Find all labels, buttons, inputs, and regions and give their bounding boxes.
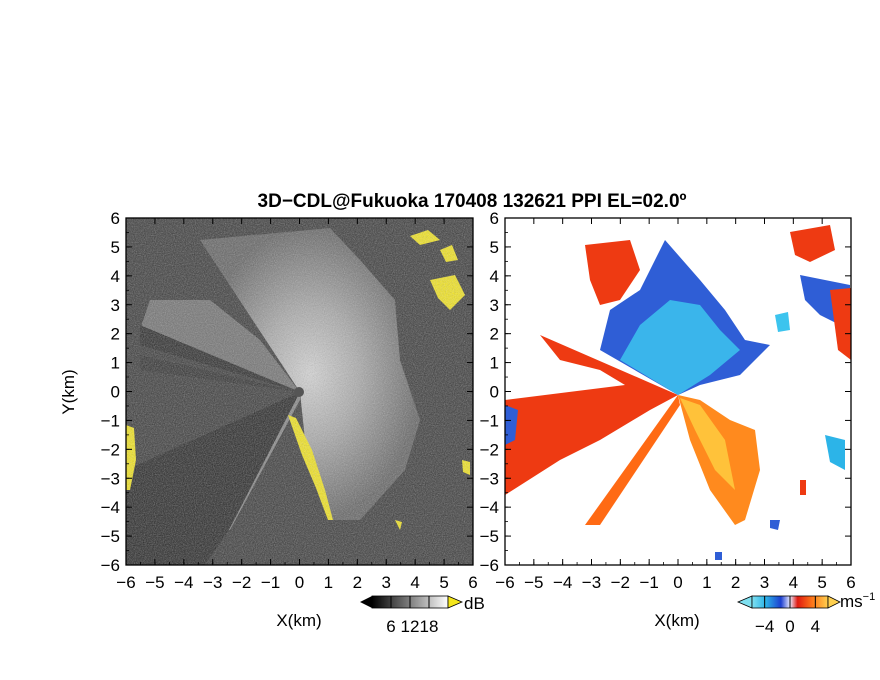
snr-panel <box>126 218 473 565</box>
velocity-xtick-label: −2 <box>611 573 630 592</box>
snr-ytick-label: 1 <box>111 354 120 373</box>
velocity-xtick-label: −6 <box>495 573 514 592</box>
velocity-ytick-label: 6 <box>490 209 499 228</box>
velocity-ytick-label: 3 <box>490 296 499 315</box>
snr-xtick-label: −4 <box>174 573 193 592</box>
snr-colorbar-right-arrow <box>447 595 464 609</box>
snr-cb-tick-label: 12 <box>401 617 420 636</box>
snr-xtick-label: −1 <box>261 573 280 592</box>
velocity-colorbar-ticks: −4 0 4 <box>755 596 820 636</box>
snr-colorbar-left-arrow <box>360 596 372 608</box>
snr-xtick-label: 0 <box>295 573 304 592</box>
velocity-ytick-label: 2 <box>490 325 499 344</box>
snr-ytick-label: −6 <box>101 556 120 575</box>
velocity-ytick-label: −5 <box>480 527 499 546</box>
snr-xtick-label: 5 <box>439 573 448 592</box>
snr-ytick-label: 4 <box>111 267 120 286</box>
velocity-ytick-label: −6 <box>480 556 499 575</box>
snr-colorbar-unit: dB <box>464 594 485 613</box>
snr-xtick-label: 4 <box>410 573 419 592</box>
snr-ytick-label: −3 <box>101 469 120 488</box>
velocity-xtick-label: 6 <box>846 573 855 592</box>
snr-ylabel: Y(km) <box>59 369 78 414</box>
snr-xtick-label: 1 <box>324 573 333 592</box>
velocity-xtick-label: 1 <box>702 573 711 592</box>
snr-xtick-label: −2 <box>232 573 251 592</box>
snr-colorbar-ticks: 6 12 18 <box>386 596 438 636</box>
figure-title: 3D−CDL@Fukuoka 170408 132621 PPI EL=02.0… <box>258 191 687 212</box>
velocity-speck-4 <box>775 312 790 332</box>
velocity-colorbar: ms−1 −4 0 4 <box>736 591 875 636</box>
velocity-colorbar-unit-base: ms <box>840 592 863 611</box>
snr-ytick-label: 2 <box>111 325 120 344</box>
snr-ytick-label: 5 <box>111 238 120 257</box>
snr-ytick-label: 3 <box>111 296 120 315</box>
velocity-xtick-label: −4 <box>553 573 572 592</box>
snr-ytick-label: −1 <box>101 411 120 430</box>
velocity-north-core <box>620 300 740 395</box>
velocity-ytick-label: −3 <box>480 469 499 488</box>
snr-ytick-label: −4 <box>101 498 120 517</box>
velocity-east-red <box>830 288 851 360</box>
snr-cb-tick-label: 6 <box>386 617 395 636</box>
velocity-ytick-label: 4 <box>490 267 499 286</box>
velocity-xtick-label: −5 <box>524 573 543 592</box>
velocity-speck-3 <box>505 405 518 445</box>
velocity-xtick-label: −3 <box>582 573 601 592</box>
velocity-northwest-red <box>585 240 640 305</box>
velocity-xtick-label: 4 <box>789 573 798 592</box>
velocity-colorbar-unit: ms−1 <box>840 591 875 611</box>
snr-ytick-label: −5 <box>101 527 120 546</box>
velocity-panel <box>505 218 851 565</box>
velocity-colorbar-right-arrow <box>827 595 841 609</box>
velocity-ytick-label: 0 <box>490 383 499 402</box>
snr-xtick-label: 3 <box>382 573 391 592</box>
velocity-xtick-label: 0 <box>673 573 682 592</box>
snr-ytick-label: 0 <box>111 383 120 402</box>
velocity-colorbar-unit-exp: −1 <box>863 591 876 603</box>
velocity-southwest-region <box>585 395 680 525</box>
velocity-south-core <box>680 398 735 490</box>
velocity-ytick-label: −4 <box>480 498 499 517</box>
velocity-ytick-label: −1 <box>480 411 499 430</box>
velocity-speck-1 <box>770 520 780 530</box>
velocity-xtick-label: 2 <box>731 573 740 592</box>
radar-site <box>294 387 304 397</box>
velocity-colorbar-left-arrow <box>736 595 753 609</box>
snr-xtick-label: −5 <box>145 573 164 592</box>
velocity-xtick-label: −1 <box>639 573 658 592</box>
velocity-ytick-label: −2 <box>480 440 499 459</box>
velocity-xlabel: X(km) <box>654 611 699 630</box>
snr-xtick-label: −6 <box>116 573 135 592</box>
velocity-cb-tick-label: 0 <box>785 617 794 636</box>
velocity-cb-tick-label: −4 <box>755 617 774 636</box>
velocity-speck-5 <box>800 480 806 495</box>
snr-xtick-label: 2 <box>353 573 362 592</box>
velocity-speck-2 <box>715 552 722 560</box>
velocity-cb-tick-label: 4 <box>811 617 820 636</box>
snr-xtick-label: 6 <box>468 573 477 592</box>
velocity-east-blue <box>825 435 845 470</box>
velocity-xtick-label: 5 <box>817 573 826 592</box>
velocity-xtick-label: 3 <box>760 573 769 592</box>
velocity-ytick-label: 5 <box>490 238 499 257</box>
velocity-ytick-label: 1 <box>490 354 499 373</box>
snr-xlabel: X(km) <box>276 611 321 630</box>
snr-cb-tick-label: 18 <box>420 617 439 636</box>
snr-xtick-label: −3 <box>203 573 222 592</box>
velocity-northeast-red <box>790 225 835 262</box>
snr-ytick-label: −2 <box>101 440 120 459</box>
snr-colorbar: dB 6 12 18 <box>360 594 485 636</box>
snr-ytick-label: 6 <box>111 209 120 228</box>
velocity-west-region <box>505 335 678 495</box>
